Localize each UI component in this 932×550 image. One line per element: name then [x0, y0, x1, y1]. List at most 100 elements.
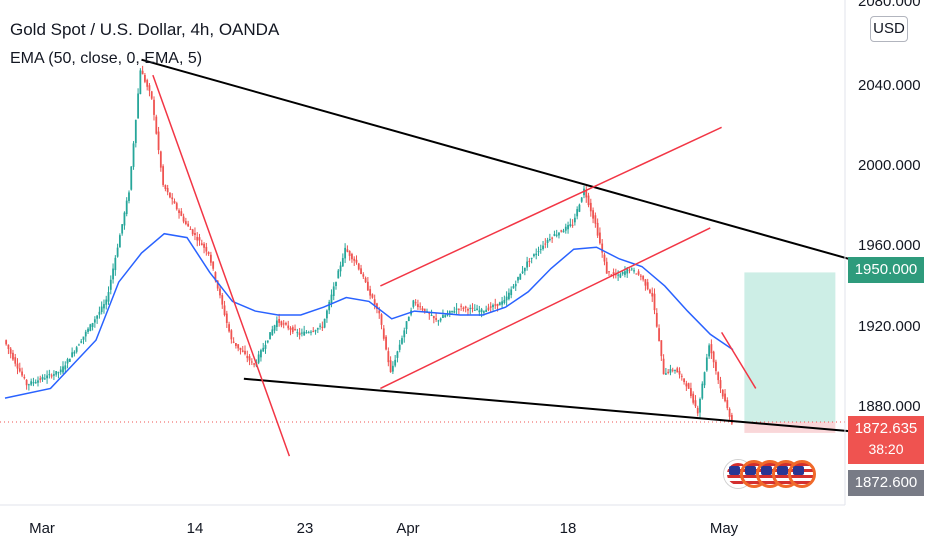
- candle: [576, 206, 579, 220]
- candle: [232, 337, 235, 344]
- candle: [223, 300, 226, 317]
- candle: [59, 366, 62, 375]
- candle: [235, 343, 237, 349]
- candle: [14, 353, 17, 367]
- stop-zone[interactable]: [744, 422, 836, 433]
- candle: [651, 287, 654, 303]
- candle: [244, 345, 246, 356]
- descending-red-trendline[interactable]: [152, 74, 291, 457]
- candle: [687, 382, 690, 389]
- candle: [719, 376, 722, 394]
- candle: [699, 397, 701, 418]
- candle: [341, 253, 344, 268]
- candle: [287, 320, 290, 331]
- candle: [155, 114, 158, 135]
- candle: [18, 362, 21, 373]
- candle: [84, 329, 87, 342]
- candle: [362, 272, 365, 280]
- y-tick-label: 1960.000: [858, 237, 921, 254]
- candle: [21, 367, 23, 378]
- x-tick-label: 14: [186, 520, 204, 537]
- candle: [137, 88, 139, 119]
- candle: [710, 339, 713, 359]
- us-flag-icon[interactable]: [788, 460, 816, 488]
- candle: [125, 197, 128, 217]
- candle: [98, 306, 101, 319]
- candle: [387, 347, 390, 367]
- candle: [157, 126, 160, 155]
- candle: [660, 340, 663, 361]
- candle: [16, 358, 19, 375]
- ema-indicator-legend[interactable]: EMA (50, close, 0, EMA, 5): [10, 50, 203, 67]
- candle: [225, 310, 228, 328]
- candle: [480, 307, 483, 318]
- candle: [649, 288, 651, 294]
- candle: [353, 256, 356, 266]
- candle: [694, 395, 697, 408]
- candle: [257, 350, 260, 365]
- candle: [460, 303, 463, 311]
- candle: [453, 306, 456, 314]
- candle: [537, 246, 540, 257]
- candle: [89, 323, 92, 332]
- candle: [560, 229, 563, 233]
- candle: [512, 283, 515, 289]
- candle: [633, 267, 635, 274]
- candle: [348, 250, 351, 261]
- candle: [371, 293, 374, 299]
- candle: [73, 350, 76, 357]
- candle: [464, 305, 467, 313]
- candle: [662, 354, 665, 375]
- candle: [528, 258, 531, 267]
- target-zone[interactable]: [744, 272, 836, 423]
- candle: [473, 304, 476, 311]
- candle: [564, 223, 567, 234]
- candle: [266, 340, 269, 344]
- candle: [601, 239, 604, 258]
- candle: [630, 267, 633, 271]
- candle: [596, 218, 599, 238]
- candle: [109, 275, 112, 295]
- candle: [53, 370, 55, 381]
- candle: [146, 78, 149, 91]
- candle: [357, 262, 360, 271]
- candle: [191, 228, 194, 237]
- candle: [730, 412, 733, 426]
- candle: [75, 345, 78, 354]
- candle: [182, 213, 185, 224]
- candle: [32, 377, 35, 387]
- candle: [419, 302, 422, 311]
- candle: [105, 295, 108, 310]
- candle: [171, 193, 174, 205]
- candle: [46, 370, 48, 384]
- candle: [337, 268, 340, 279]
- candle: [612, 268, 615, 279]
- lower-wedge-trendline[interactable]: [243, 377, 870, 434]
- upper-wedge-trendline[interactable]: [141, 58, 870, 266]
- candle: [7, 344, 10, 355]
- candle: [339, 261, 342, 277]
- candle: [369, 285, 372, 300]
- candle: [294, 324, 296, 331]
- candle: [169, 192, 171, 199]
- candle: [43, 374, 46, 380]
- candle: [205, 242, 208, 256]
- channel-upper-line[interactable]: [380, 126, 722, 287]
- currency-button[interactable]: USD: [870, 16, 908, 42]
- candle: [462, 306, 465, 312]
- candle: [253, 362, 256, 368]
- candle: [599, 227, 601, 245]
- candle: [553, 230, 556, 237]
- short-red-trendline[interactable]: [720, 331, 757, 389]
- channel-lower-line[interactable]: [380, 227, 711, 390]
- candle: [130, 166, 133, 191]
- candle: [621, 271, 624, 276]
- candle: [212, 261, 215, 271]
- target-price-label: 1950.000: [848, 257, 924, 283]
- candle: [437, 319, 440, 326]
- candle: [585, 186, 588, 203]
- candle: [355, 255, 358, 265]
- candle: [414, 299, 417, 306]
- candle: [624, 266, 626, 278]
